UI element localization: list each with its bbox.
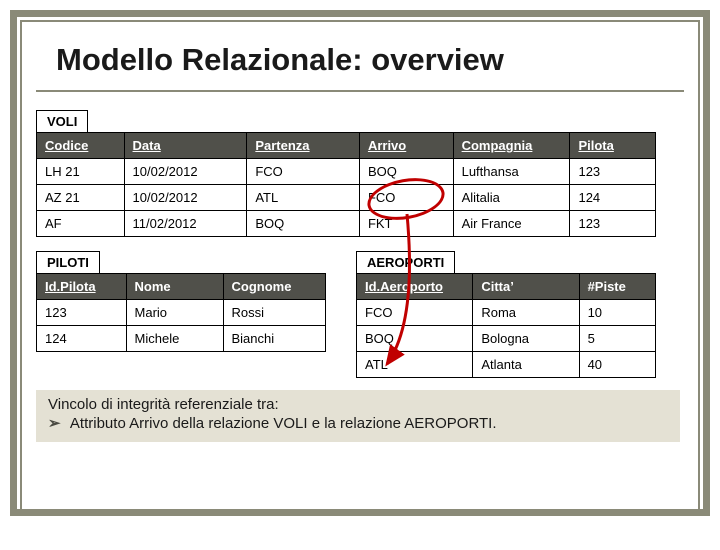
cell: Rossi: [223, 300, 326, 326]
note-line2-text: Attributo Arrivo della relazione VOLI e …: [70, 415, 497, 432]
cell: Lufthansa: [453, 159, 570, 185]
note-line2: ➢ Attributo Arrivo della relazione VOLI …: [48, 415, 668, 434]
cell: Roma: [473, 300, 579, 326]
piloti-label: PILOTI: [36, 251, 100, 274]
cell: Atlanta: [473, 352, 579, 378]
cell: 5: [579, 326, 655, 352]
cell: BOQ: [357, 326, 473, 352]
outer-frame: Modello Relazionale: overview VOLI Codic…: [10, 10, 710, 516]
col-idpilota: Id.Pilota: [37, 274, 127, 300]
cell: 11/02/2012: [124, 211, 247, 237]
cell: AZ 21: [37, 185, 125, 211]
table-header-row: Id.Aeroporto Citta’ #Piste: [357, 274, 656, 300]
cell: FCO: [247, 159, 360, 185]
aeroporti-section: AEROPORTI Id.Aeroporto Citta’ #Piste FCO…: [356, 251, 656, 378]
table-row: AZ 21 10/02/2012 ATL FCO Alitalia 124: [37, 185, 656, 211]
cell: 123: [37, 300, 127, 326]
table-row: 124 Michele Bianchi: [37, 326, 326, 352]
col-piste: #Piste: [579, 274, 655, 300]
voli-label: VOLI: [36, 110, 88, 133]
table-header-row: Codice Data Partenza Arrivo Compagnia Pi…: [37, 133, 656, 159]
cell: Michele: [126, 326, 223, 352]
cell: Mario: [126, 300, 223, 326]
table-row: BOQ Bologna 5: [357, 326, 656, 352]
cell: 10/02/2012: [124, 159, 247, 185]
cell: 124: [570, 185, 656, 211]
cell: Bianchi: [223, 326, 326, 352]
table-row: LH 21 10/02/2012 FCO BOQ Lufthansa 123: [37, 159, 656, 185]
cell: LH 21: [37, 159, 125, 185]
cell: 123: [570, 211, 656, 237]
cell: 40: [579, 352, 655, 378]
inner-frame: Modello Relazionale: overview VOLI Codic…: [20, 20, 700, 514]
voli-table: Codice Data Partenza Arrivo Compagnia Pi…: [36, 132, 656, 237]
cell: 124: [37, 326, 127, 352]
cell: FCO: [357, 300, 473, 326]
col-data: Data: [124, 133, 247, 159]
cell: BOQ: [359, 159, 453, 185]
cell: 10/02/2012: [124, 185, 247, 211]
slide-title: Modello Relazionale: overview: [36, 30, 684, 88]
table-header-row: Id.Pilota Nome Cognome: [37, 274, 326, 300]
note-box: Vincolo di integrità referenziale tra: ➢…: [36, 390, 680, 442]
col-cognome: Cognome: [223, 274, 326, 300]
table-row: ATL Atlanta 40: [357, 352, 656, 378]
cell: ATL: [357, 352, 473, 378]
col-codice: Codice: [37, 133, 125, 159]
cell: Air France: [453, 211, 570, 237]
piloti-section: PILOTI Id.Pilota Nome Cognome 123 Mario …: [36, 251, 326, 352]
cell: FKT: [359, 211, 453, 237]
col-nome: Nome: [126, 274, 223, 300]
lower-wrap: PILOTI Id.Pilota Nome Cognome 123 Mario …: [36, 251, 684, 378]
table-row: 123 Mario Rossi: [37, 300, 326, 326]
bullet-icon: ➢: [48, 415, 61, 432]
cell: Alitalia: [453, 185, 570, 211]
col-citta: Citta’: [473, 274, 579, 300]
voli-section: VOLI Codice Data Partenza Arrivo Compagn…: [36, 110, 684, 237]
cell: 123: [570, 159, 656, 185]
table-row: AF 11/02/2012 BOQ FKT Air France 123: [37, 211, 656, 237]
note-line1: Vincolo di integrità referenziale tra:: [48, 396, 668, 415]
cell: BOQ: [247, 211, 360, 237]
title-rule: [36, 90, 684, 92]
col-compagnia: Compagnia: [453, 133, 570, 159]
cell: ATL: [247, 185, 360, 211]
cell: AF: [37, 211, 125, 237]
aeroporti-table: Id.Aeroporto Citta’ #Piste FCO Roma 10 B…: [356, 273, 656, 378]
cell: Bologna: [473, 326, 579, 352]
col-idaeroporto: Id.Aeroporto: [357, 274, 473, 300]
col-arrivo: Arrivo: [359, 133, 453, 159]
col-partenza: Partenza: [247, 133, 360, 159]
aeroporti-label: AEROPORTI: [356, 251, 455, 274]
cell: 10: [579, 300, 655, 326]
cell: FCO: [359, 185, 453, 211]
col-pilota: Pilota: [570, 133, 656, 159]
table-row: FCO Roma 10: [357, 300, 656, 326]
piloti-table: Id.Pilota Nome Cognome 123 Mario Rossi 1…: [36, 273, 326, 352]
